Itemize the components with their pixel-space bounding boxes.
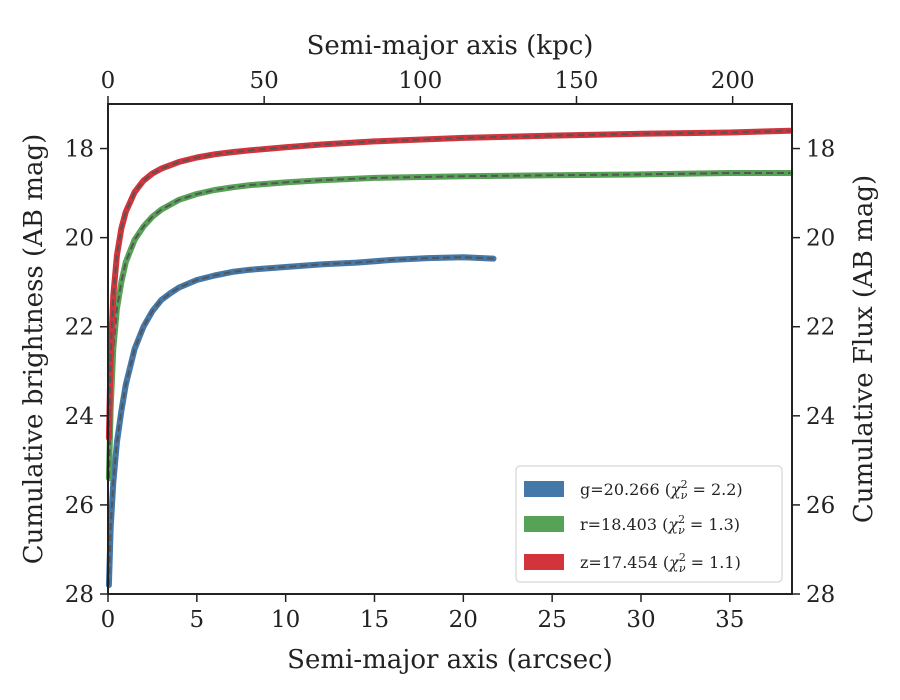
top-x-tick-label-100: 100 [398, 68, 442, 94]
legend-label-g: g=20.266 (χ2 ν = 2.2) [580, 478, 743, 502]
y-tick-label-18: 18 [65, 137, 94, 163]
x-tick-label-20: 20 [449, 607, 478, 633]
legend-entry-r: r=18.403 (χ2 ν = 1.3) [524, 513, 740, 537]
legend-swatch-z [524, 554, 564, 570]
right-y-tick-label-24: 24 [806, 404, 835, 430]
x-tick-label-30: 30 [626, 607, 655, 633]
series-line-g [105, 254, 497, 589]
legend-swatch-r [524, 516, 564, 532]
curves-layer [105, 127, 794, 589]
legend-swatch-g [524, 481, 564, 497]
legend-label-z: z=17.454 (χ2 ν = 1.1) [580, 551, 741, 575]
right-y-tick-label-28: 28 [806, 582, 835, 608]
legend-entry-g: g=20.266 (χ2 ν = 2.2) [524, 478, 743, 502]
x-tick-label-0: 0 [101, 607, 116, 633]
top-x-tick-label-150: 150 [555, 68, 599, 94]
ticks-layer: 0 5 10 15 20 25 30 35 0 50 100 150 200 18 18 20 20 22 22 24… [65, 68, 836, 633]
model-fit-line-r [107, 172, 791, 479]
top-x-tick-label-50: 50 [250, 68, 279, 94]
right-y-tick-label-22: 22 [806, 315, 835, 341]
y-axis-label: Cumulative brightness (AB mag) [19, 134, 49, 565]
legend-entry-z: z=17.454 (χ2 ν = 1.1) [524, 551, 741, 575]
model-fit-line-z [107, 129, 791, 439]
model-fit-line-g [107, 256, 494, 586]
legend-frame [515, 465, 783, 583]
top-x-tick-label-0: 0 [101, 68, 116, 94]
legend-label-r: r=18.403 (χ2 ν = 1.3) [580, 513, 740, 537]
plot-frame [107, 103, 793, 595]
y-tick-label-26: 26 [65, 493, 94, 519]
legend: g=20.266 (χ2 ν = 2.2) r=18.403 (χ2 ν = 1.3… [515, 465, 783, 583]
y-tick-label-28: 28 [65, 582, 94, 608]
x-tick-label-25: 25 [538, 607, 567, 633]
top-x-tick-label-200: 200 [711, 68, 755, 94]
right-y-tick-label-20: 20 [806, 226, 835, 252]
y-tick-label-22: 22 [65, 315, 94, 341]
right-y-tick-label-18: 18 [806, 137, 835, 163]
x-tick-label-15: 15 [360, 607, 389, 633]
right-y-tick-label-26: 26 [806, 493, 835, 519]
x-tick-label-35: 35 [715, 607, 744, 633]
top-x-axis-label: Semi-major axis (kpc) [307, 31, 594, 61]
y-tick-label-20: 20 [65, 226, 94, 252]
right-y-axis-label: Cumulative Flux (AB mag) [849, 175, 879, 523]
x-tick-label-10: 10 [271, 607, 300, 633]
y-tick-label-24: 24 [65, 404, 94, 430]
series-line-r [105, 170, 794, 482]
x-tick-label-5: 5 [190, 607, 205, 633]
x-axis-label: Semi-major axis (arcsec) [287, 645, 613, 675]
